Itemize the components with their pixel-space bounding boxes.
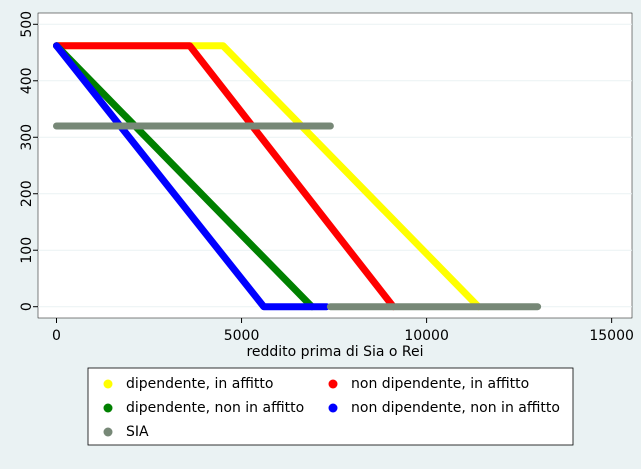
x-tick-label: 0 (52, 328, 61, 344)
y-tick-label: 100 (19, 237, 35, 264)
legend-marker (103, 379, 113, 389)
y-tick-label: 200 (19, 180, 35, 207)
legend-label: dipendente, non in affitto (126, 400, 304, 416)
legend-marker (103, 403, 113, 413)
legend-label: SIA (126, 424, 149, 440)
legend-label: dipendente, in affitto (126, 376, 273, 392)
legend-label: non dipendente, non in affitto (351, 400, 560, 416)
series-line (53, 122, 542, 311)
series-line (53, 42, 331, 311)
y-tick-label: 500 (19, 11, 35, 38)
x-tick-label: 5000 (224, 328, 260, 344)
legend-marker (328, 403, 338, 413)
x-axis-title: reddito prima di Sia o Rei (246, 344, 423, 360)
legend-marker (328, 379, 338, 389)
x-tick-label: 10000 (404, 328, 449, 344)
y-tick-label: 300 (19, 124, 35, 151)
series-line (53, 42, 397, 311)
y-tick-label: 0 (19, 302, 35, 311)
y-tick-label: 400 (19, 67, 35, 94)
legend-marker (103, 427, 113, 437)
plot-area (37, 12, 633, 319)
x-tick-label: 15000 (589, 328, 634, 344)
legend-label: non dipendente, in affitto (351, 376, 529, 392)
series-line (53, 42, 316, 311)
